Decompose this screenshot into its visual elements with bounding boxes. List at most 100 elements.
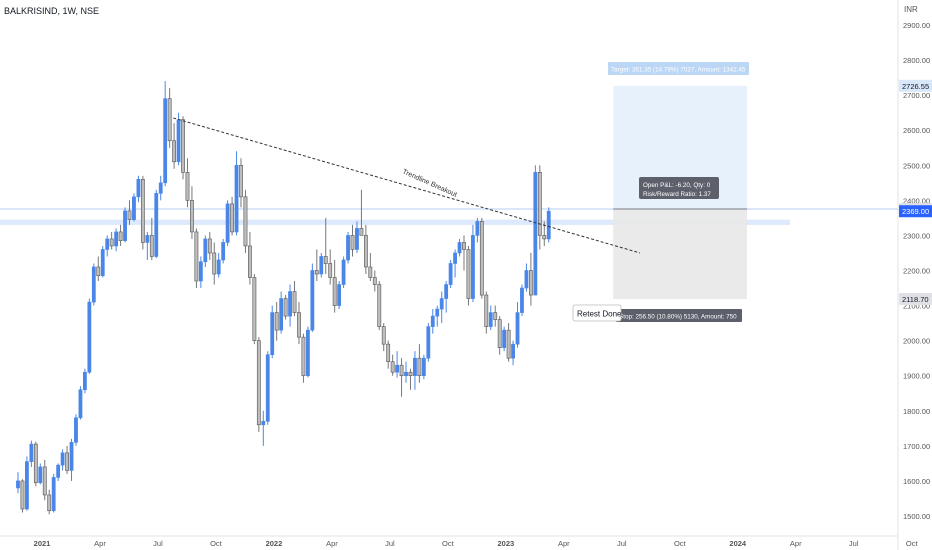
candle [158, 175, 163, 201]
candle [256, 337, 261, 432]
candle [60, 449, 65, 471]
y-tick-label: 1900.00 [903, 372, 930, 381]
candle-body [198, 261, 203, 282]
current-price-badge: 2369.00 [899, 205, 932, 218]
candle-body [60, 452, 65, 466]
candle-body [386, 343, 391, 362]
candle-body [29, 443, 34, 462]
candle-body [65, 452, 69, 471]
candle [297, 302, 301, 345]
candle-body [372, 277, 377, 285]
target-label: Target: 351.35 (14.79%) 7027, Amount: 13… [608, 62, 749, 75]
candle-body [212, 252, 217, 275]
candle-body [239, 164, 243, 198]
y-tick-label: 1700.00 [903, 442, 930, 451]
candle-body [430, 315, 435, 327]
x-tick-label: 2024 [729, 539, 747, 548]
candle [149, 217, 154, 260]
candle-body [520, 287, 524, 313]
x-tick-label: Jul [153, 539, 163, 548]
candle-body [265, 354, 270, 422]
candle [484, 291, 489, 334]
candle-body [337, 284, 342, 306]
candle [261, 410, 266, 446]
x-tick-label: Oct [674, 539, 687, 548]
candle-body [506, 329, 511, 359]
candle [69, 438, 74, 481]
candle-body [341, 259, 346, 285]
candle-body [292, 291, 297, 313]
candle-body [444, 284, 449, 299]
candle-body [234, 164, 239, 233]
candle [212, 242, 217, 285]
candle-body [33, 443, 38, 483]
candle [225, 200, 230, 246]
candle-body [355, 228, 359, 250]
candle [203, 235, 208, 267]
candle-body [346, 235, 350, 261]
candle-body [288, 291, 292, 317]
candle [399, 358, 404, 397]
candle-body [457, 242, 462, 254]
candle-body [243, 196, 248, 247]
candle-body [323, 256, 328, 264]
candle [270, 305, 275, 359]
candle [346, 231, 350, 264]
candle [439, 291, 444, 324]
candle-body [395, 364, 400, 373]
candle-body [297, 312, 301, 338]
candle [239, 158, 243, 208]
candle-body [466, 249, 471, 299]
candle [198, 256, 203, 289]
candle-body [225, 203, 230, 243]
candle-body [140, 179, 145, 243]
candle [337, 281, 342, 310]
candle [185, 158, 190, 208]
candle-body [252, 277, 257, 341]
candle [274, 302, 279, 341]
candle [221, 238, 226, 264]
candle [78, 386, 83, 420]
candle [493, 305, 498, 327]
candle-body [488, 312, 493, 327]
candle-body [207, 238, 212, 254]
retest-label-text: Retest Done [577, 310, 622, 319]
x-tick-label: Jul [849, 539, 859, 548]
candle [33, 441, 38, 487]
candle [475, 217, 480, 243]
candle-body [471, 235, 475, 299]
candle-body [319, 256, 324, 275]
candle-body [381, 326, 386, 345]
candle [25, 456, 29, 511]
y-tick-label: 2000.00 [903, 337, 930, 346]
candle [479, 217, 484, 299]
candle [123, 207, 127, 243]
candle [163, 81, 168, 187]
candle-body [167, 98, 172, 142]
candle [359, 189, 364, 236]
candle-body [310, 270, 315, 331]
candle [47, 489, 52, 515]
candle [51, 473, 56, 513]
candle [83, 368, 87, 394]
candle [506, 323, 511, 362]
candle-body [230, 203, 234, 233]
candle [181, 116, 185, 180]
candle [172, 123, 177, 169]
current-price-badge-text: 2369.00 [902, 207, 929, 216]
candle [408, 368, 413, 390]
candle [453, 249, 457, 278]
candle [167, 88, 172, 148]
candle [457, 238, 462, 257]
candle-body [404, 371, 408, 377]
candle [234, 151, 239, 236]
candle [502, 326, 507, 352]
candle-body [181, 119, 185, 173]
y-tick-label: 2700.00 [903, 91, 930, 100]
candle [537, 165, 542, 250]
stop-zone [613, 209, 747, 300]
candle [377, 281, 382, 331]
candle [127, 200, 132, 225]
y-tick-label: 2600.00 [903, 126, 930, 135]
